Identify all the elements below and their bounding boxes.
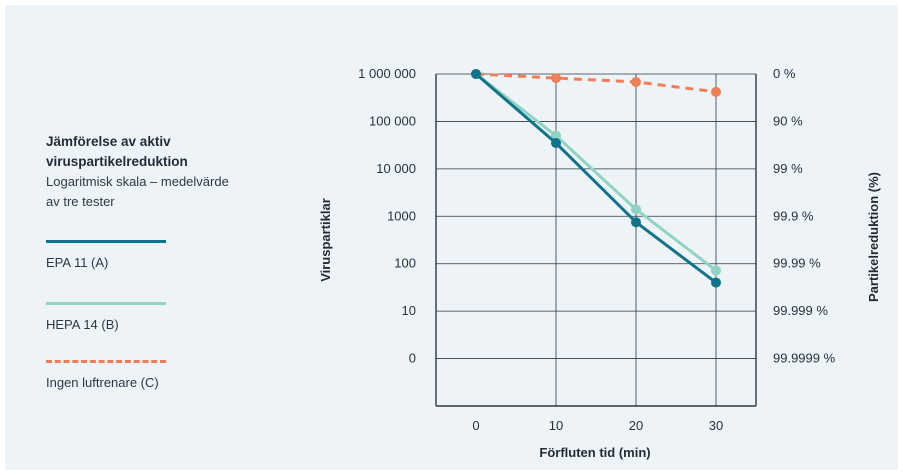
legend-swatch-epa11 — [46, 240, 166, 243]
legend-swatch-hepa14 — [46, 302, 166, 305]
x-axis-title: Förfluten tid (min) — [539, 445, 650, 460]
data-point-1 — [551, 130, 561, 141]
x-axis-ticks: 0 10 20 30 — [472, 418, 723, 433]
x-tick-label: 10 — [549, 418, 563, 433]
data-point-2 — [711, 86, 721, 97]
y2-tick-label: 90 % — [773, 113, 803, 128]
legend-item-hepa14: HEPA 14 (B) — [46, 302, 246, 332]
series-line-2 — [475, 72, 717, 94]
y-tick-label: 0 — [409, 351, 416, 366]
y2-tick-label: 99.9999 % — [773, 351, 836, 366]
chart-legend: Jämförelse av aktiv viruspartikelredukti… — [46, 132, 246, 390]
x-tick-label: 30 — [709, 418, 723, 433]
y-tick-label: 100 — [394, 256, 416, 271]
series-line-1 — [475, 72, 717, 272]
chart-title: Jämförelse av aktiv viruspartikelredukti… — [46, 134, 188, 169]
chart-grid — [435, 73, 757, 407]
chart-subtitle: Logaritmisk skala – medelvärde av tre te… — [46, 174, 229, 209]
y-tick-label: 1 000 000 — [358, 66, 416, 81]
legend-label-no-purifier: Ingen luftrenare (C) — [46, 375, 159, 390]
y2-tick-label: 99.9 % — [773, 208, 814, 223]
y2-tick-label: 0 % — [773, 66, 796, 81]
y-tick-label: 10 000 — [376, 161, 416, 176]
chart-series — [471, 69, 721, 288]
legend-swatch-no-purifier — [46, 360, 166, 363]
y2-tick-label: 99.99 % — [773, 256, 821, 271]
data-point-1 — [711, 265, 721, 276]
chart-card — [5, 5, 898, 470]
y2-axis-title: Partikelreduktion (%) — [866, 172, 881, 302]
data-point-2 — [631, 76, 641, 87]
legend-label-hepa14: HEPA 14 (B) — [46, 317, 119, 332]
data-point-0 — [631, 217, 641, 228]
data-point-0 — [711, 277, 721, 288]
x-tick-label: 20 — [629, 418, 643, 433]
data-point-0 — [471, 69, 481, 79]
data-point-0 — [551, 138, 561, 149]
data-point-2 — [551, 73, 561, 84]
y-tick-label: 10 — [402, 303, 416, 318]
y2-tick-label: 99.999 % — [773, 303, 828, 318]
legend-item-no-purifier: Ingen luftrenare (C) — [46, 360, 246, 390]
y2-tick-label: 99 % — [773, 161, 803, 176]
y-axis-title: Viruspartiklar — [318, 198, 333, 282]
legend-label-epa11: EPA 11 (A) — [46, 255, 109, 270]
y-tick-label: 100 000 — [369, 113, 416, 128]
y-tick-label: 1000 — [387, 208, 416, 223]
data-point-1 — [631, 204, 641, 215]
series-line-0 — [475, 72, 717, 284]
x-tick-label: 0 — [472, 418, 479, 433]
y2-axis-ticks: 0 % 90 % 99 % 99.9 % 99.99 % 99.999 % 99.9999 … — [773, 66, 836, 366]
legend-item-epa11: EPA 11 (A) — [46, 240, 246, 270]
